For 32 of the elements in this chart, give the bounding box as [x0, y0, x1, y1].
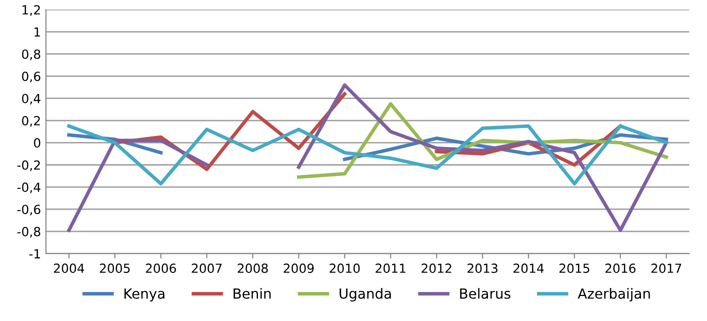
x-tick-label: 2004	[54, 264, 84, 273]
x-tick-label: 2015	[559, 264, 590, 273]
y-tick-label: 0,8	[22, 49, 40, 60]
legend-label: Azerbaijan	[578, 288, 650, 302]
x-tick-label: 2008	[238, 264, 268, 273]
x-tick-label: 2010	[330, 264, 360, 273]
x-tick-label: 2006	[146, 264, 176, 273]
y-tick-label: -0,2	[17, 160, 40, 172]
y-tick-label: -0,8	[17, 226, 40, 238]
y-tick-label: -1	[29, 249, 40, 258]
x-tick-label: 2007	[192, 264, 222, 273]
x-tick-label: 2011	[376, 264, 406, 273]
legend-label: Kenya	[124, 288, 164, 302]
x-tick-label: 2014	[513, 264, 544, 273]
legend-label: Belarus	[460, 288, 510, 299]
x-tick-label: 2017	[651, 264, 682, 273]
y-tick-label: -0,4	[17, 182, 40, 194]
x-tick-label: 2009	[284, 264, 314, 273]
y-tick-label: 0,4	[22, 94, 40, 105]
x-tick-label: 2005	[100, 264, 130, 273]
y-tick-label: 0,6	[22, 72, 40, 82]
legend-label: Uganda	[340, 288, 391, 302]
legend-label: Benin	[234, 288, 271, 299]
line-series	[67, 124, 668, 186]
y-tick-label: -0,6	[17, 204, 40, 216]
x-tick-label: 2012	[422, 264, 452, 273]
y-tick-label: 0,2	[22, 116, 40, 127]
y-tick-label: 0	[34, 138, 40, 148]
y-tick-label: 1	[34, 27, 40, 37]
x-tick-label: 2016	[605, 264, 636, 273]
x-tick-label: 2013	[468, 264, 498, 273]
y-tick-label: 1,2	[22, 5, 40, 16]
